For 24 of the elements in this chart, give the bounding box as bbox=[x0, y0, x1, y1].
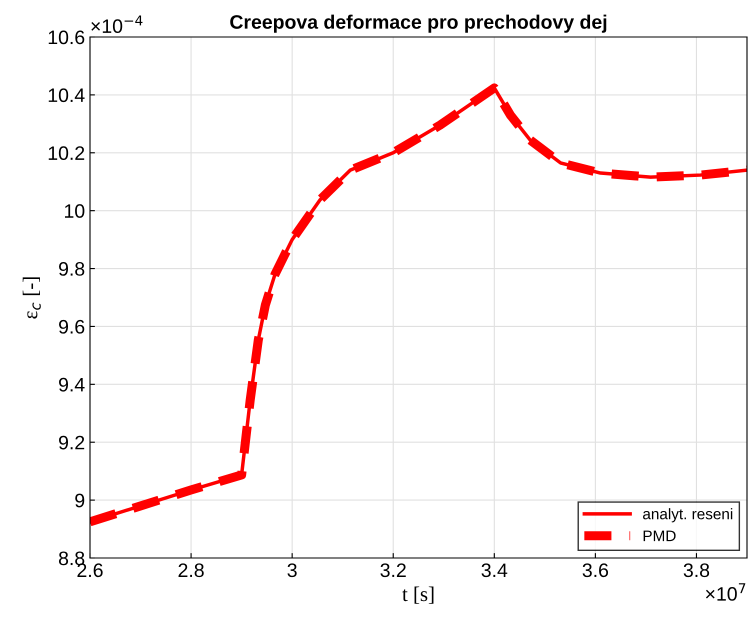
x-axis-title: t [s] bbox=[402, 586, 434, 604]
text: ×10$^{−4}$ bbox=[91, 15, 142, 34]
y-axis-title: ε$_{c}$ [-] bbox=[22, 277, 41, 319]
x-tick-label: 2.8 bbox=[178, 563, 204, 578]
y-tick-label: 10.2 bbox=[48, 146, 84, 160]
x-tick-label: 2.6 bbox=[77, 563, 103, 578]
x-tick-label: 3.8 bbox=[684, 563, 710, 578]
x-tick-label: 3.2 bbox=[380, 563, 406, 578]
text: ×10$^{7}$ bbox=[706, 583, 746, 601]
y-tick-label: 9.2 bbox=[59, 436, 84, 450]
y-tick-label: 10.4 bbox=[48, 88, 85, 102]
y-tick-label: 8.8 bbox=[58, 551, 84, 566]
legend-label: analyt. reseni bbox=[643, 508, 732, 522]
y-tick-label: 9.8 bbox=[59, 262, 84, 276]
y-tick-label: 10 bbox=[64, 204, 84, 218]
chart-title: Creepova deformace pro prechodovy dej bbox=[230, 14, 606, 33]
x-tick-label: 3.4 bbox=[482, 563, 508, 578]
y-tick-label: 10.6 bbox=[48, 30, 84, 44]
y-tick-label: 9 bbox=[75, 494, 84, 508]
x-tick-label: 3 bbox=[287, 563, 297, 578]
y-tick-label: 9.4 bbox=[59, 378, 85, 392]
x-tick-label: 3.6 bbox=[582, 563, 608, 578]
legend-label: PMD bbox=[644, 530, 676, 542]
y-tick-label: 9.6 bbox=[59, 320, 84, 334]
